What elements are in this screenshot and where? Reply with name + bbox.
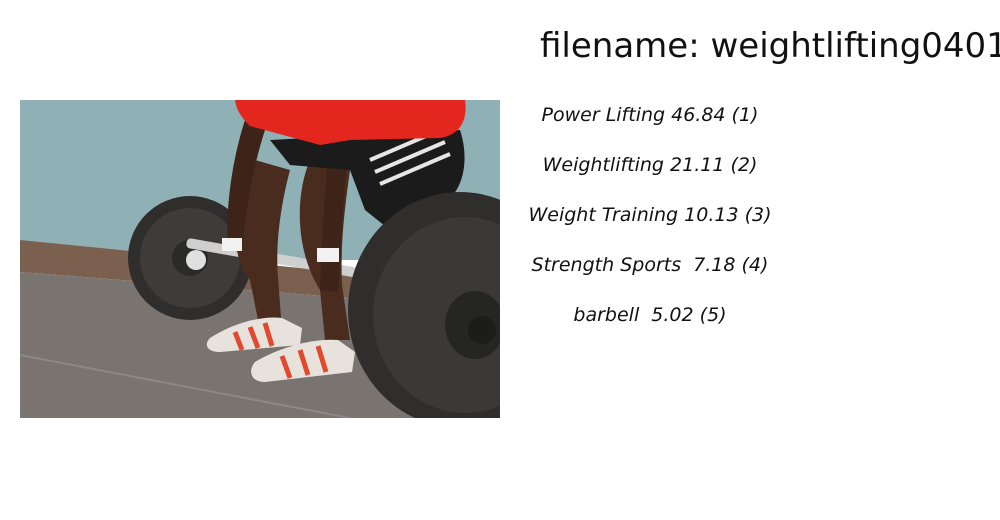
- prediction-item: Strength Sports 7.18 (4): [531, 254, 769, 276]
- right-weight-plate: [348, 192, 500, 418]
- weightlifting-photo: [20, 100, 500, 418]
- prediction-item: barbell 5.02 (5): [573, 304, 727, 326]
- shirt: [235, 100, 466, 145]
- left-leg: [235, 160, 290, 330]
- filename-title: filename: weightlifting0401.j: [540, 26, 1000, 66]
- left-shoe: [206, 317, 302, 352]
- prediction-list: Power Lifting 46.84 (1) Weightlifting 21…: [520, 100, 780, 350]
- prediction-item: Weight Training 10.13 (3): [528, 204, 772, 226]
- left-arm: [227, 120, 265, 252]
- prediction-item: Power Lifting 46.84 (1): [541, 104, 759, 126]
- prediction-item: Weightlifting 21.11 (2): [542, 154, 758, 176]
- right-shoe: [251, 339, 355, 382]
